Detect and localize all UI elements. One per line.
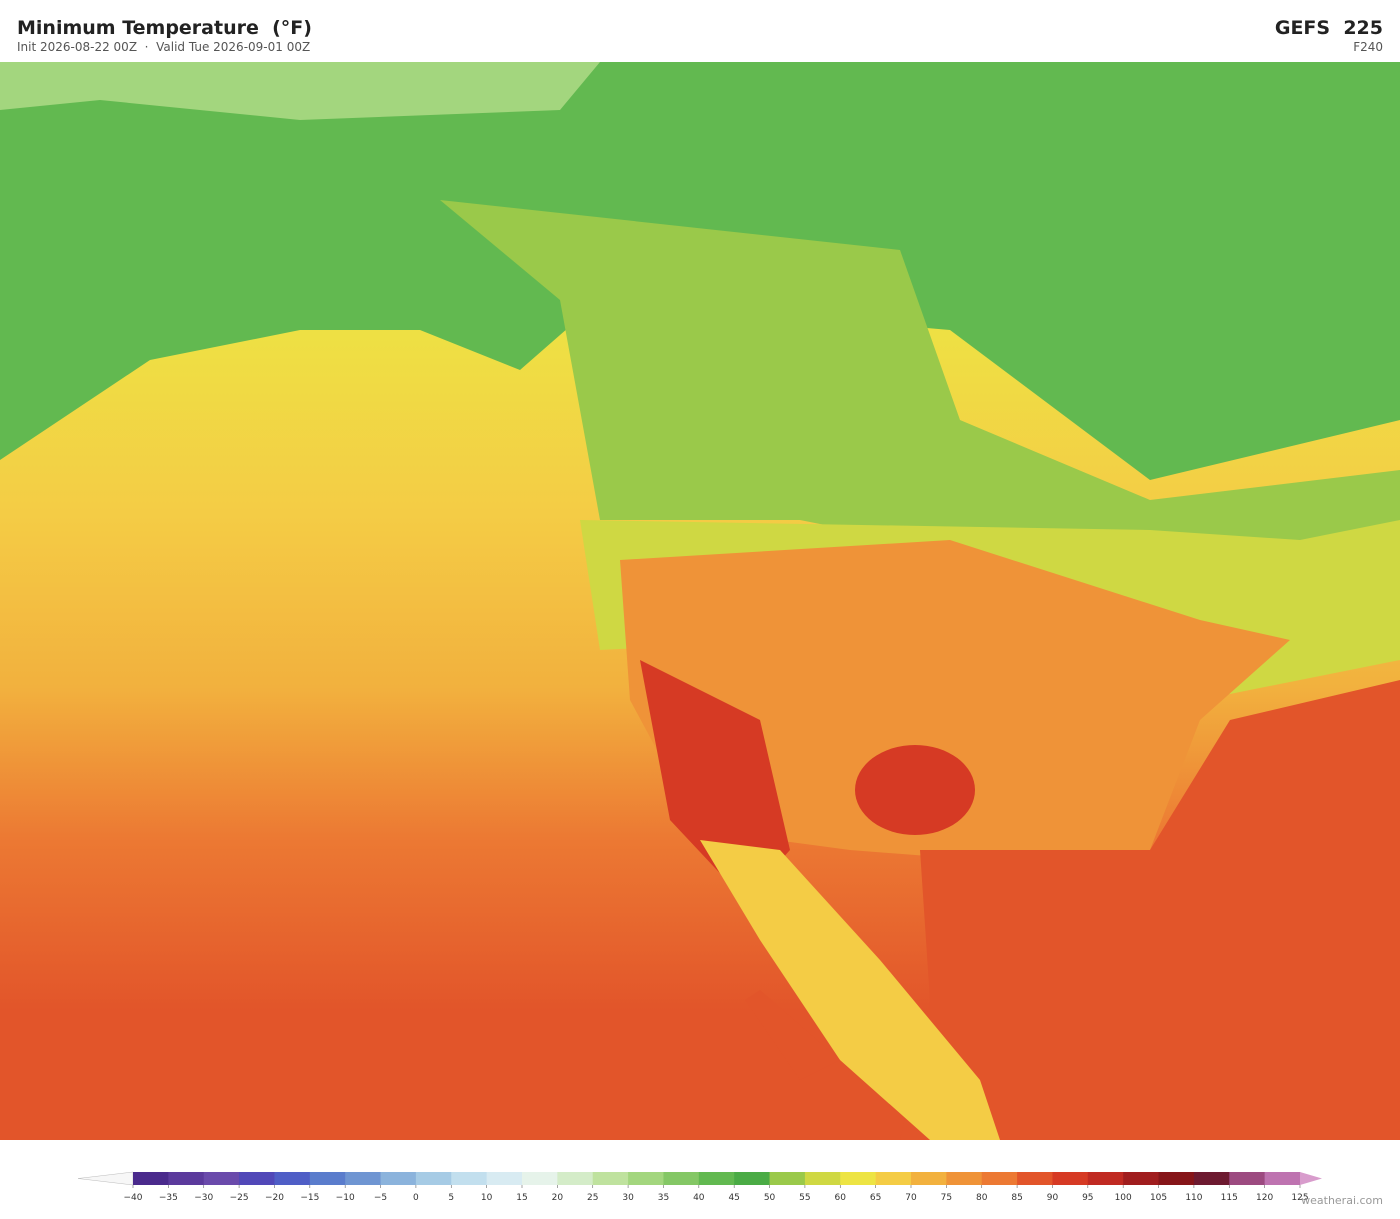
colorbar-tick-label: 110 bbox=[1185, 1193, 1202, 1203]
colorbar-bin bbox=[698, 1172, 735, 1185]
colorbar-extension-high bbox=[1300, 1172, 1322, 1185]
canada-south bbox=[440, 200, 1400, 580]
colorbar-bin bbox=[946, 1172, 983, 1185]
forecast-hour: F240 bbox=[1353, 40, 1383, 54]
mexico-coast bbox=[745, 990, 840, 1080]
colorbar-bin bbox=[875, 1172, 912, 1185]
colorbar-tick-label: 5 bbox=[448, 1193, 454, 1203]
colorbar-tick-label: 95 bbox=[1082, 1193, 1093, 1203]
map bbox=[0, 62, 1400, 1140]
colorbar-bin bbox=[1193, 1172, 1230, 1185]
colorbar-bin bbox=[663, 1172, 700, 1185]
colorbar-tick-label: 50 bbox=[764, 1193, 776, 1203]
colorbar-bin bbox=[486, 1172, 523, 1185]
colorbar-tick-label: 55 bbox=[799, 1193, 810, 1203]
colorbar-bin bbox=[133, 1172, 169, 1185]
mexico-highlands bbox=[700, 840, 1000, 1140]
colorbar-bin bbox=[592, 1172, 629, 1185]
colorbar-tick-label: 120 bbox=[1256, 1193, 1273, 1203]
colorbar-bin bbox=[840, 1172, 877, 1185]
colorbar-tick-label: 0 bbox=[413, 1193, 419, 1203]
colorbar-tick-label: 30 bbox=[622, 1193, 634, 1203]
southwest-heat bbox=[640, 660, 790, 900]
colorbar-bin bbox=[1017, 1172, 1053, 1185]
colorbar-bin bbox=[239, 1172, 275, 1185]
title: Minimum Temperature (°F) bbox=[17, 17, 312, 39]
us-interior bbox=[620, 540, 1290, 860]
model-label: GEFS 225 bbox=[1275, 17, 1383, 39]
colorbar-tick-label: −15 bbox=[300, 1193, 319, 1203]
colorbar-bin bbox=[911, 1172, 947, 1185]
colorbar-bin bbox=[734, 1172, 771, 1185]
colorbar-bin bbox=[1264, 1172, 1301, 1185]
colorbar-tick-label: −5 bbox=[374, 1193, 387, 1203]
colorbar: −40 −35 −30 −25 −20 −15 −10 −5 0 5 10 15 20 25 30 35 40 4… bbox=[77, 1171, 1322, 1203]
colorbar-bin bbox=[309, 1172, 346, 1185]
colorbar-tick-label: 35 bbox=[658, 1193, 669, 1203]
colorbar-tick-label: −35 bbox=[159, 1193, 178, 1203]
colorbar-tick-label: 125 bbox=[1291, 1193, 1308, 1203]
colorbar-bin bbox=[345, 1172, 382, 1185]
colorbar-tick-label: −20 bbox=[265, 1193, 284, 1203]
colorbar-tick-label: 20 bbox=[552, 1193, 564, 1203]
colorbar-tick-label: 75 bbox=[941, 1193, 952, 1203]
colorbar-tick-label: −25 bbox=[230, 1193, 249, 1203]
colorbar-tick-label: 15 bbox=[516, 1193, 527, 1203]
colorbar-bin bbox=[769, 1172, 806, 1185]
colorbar-bin bbox=[1158, 1172, 1195, 1185]
colorbar-bin bbox=[522, 1172, 558, 1185]
colorbar-tick-label: 80 bbox=[976, 1193, 988, 1203]
colorbar-tick-label: 65 bbox=[870, 1193, 881, 1203]
colorbar-bin bbox=[804, 1172, 841, 1185]
colorbar-tick-label: 40 bbox=[693, 1193, 705, 1203]
colorbar-tick-label: −10 bbox=[336, 1193, 355, 1203]
colorbar-tick-label: 90 bbox=[1047, 1193, 1059, 1203]
colorbar-extension-low bbox=[77, 1171, 134, 1186]
colorbar-bin bbox=[415, 1172, 452, 1185]
colorbar-bin bbox=[1123, 1172, 1160, 1185]
colorbar-tick-label: 10 bbox=[481, 1193, 493, 1203]
colorbar-tick-label: 85 bbox=[1011, 1193, 1022, 1203]
colorbar-bin bbox=[557, 1172, 594, 1185]
colorbar-bin bbox=[1087, 1172, 1124, 1185]
colorbar-bin bbox=[168, 1172, 205, 1185]
subtitle: Init 2026-08-22 00Z · Valid Tue 2026-09-… bbox=[17, 40, 310, 54]
colorbar-tick-label: 115 bbox=[1221, 1193, 1238, 1203]
plains-heat bbox=[855, 745, 975, 835]
colorbar-bin bbox=[1229, 1172, 1266, 1185]
colorbar-bin bbox=[981, 1172, 1018, 1185]
watermark: weatherai.com bbox=[1301, 1194, 1383, 1207]
colorbar-tick-label: −30 bbox=[194, 1193, 213, 1203]
colorbar-tick-label: 70 bbox=[905, 1193, 917, 1203]
colorbar-bin bbox=[1052, 1172, 1089, 1185]
colorbar-tick-label: 100 bbox=[1115, 1193, 1132, 1203]
colorbar-tick-label: 45 bbox=[728, 1193, 739, 1203]
colorbar-bin bbox=[274, 1172, 311, 1185]
colorbar-bin bbox=[380, 1172, 417, 1185]
colorbar-tick-label: 105 bbox=[1150, 1193, 1167, 1203]
colorbar-tick-label: 25 bbox=[587, 1193, 598, 1203]
colorbar-tick-label: −40 bbox=[124, 1193, 143, 1203]
colorbar-bin bbox=[203, 1172, 240, 1185]
colorbar-bin bbox=[628, 1172, 664, 1185]
arctic-band bbox=[0, 62, 600, 120]
gulf-atlantic bbox=[900, 680, 1400, 1140]
colorbar-bin bbox=[451, 1172, 488, 1185]
colorbar-tick-label: 60 bbox=[835, 1193, 847, 1203]
